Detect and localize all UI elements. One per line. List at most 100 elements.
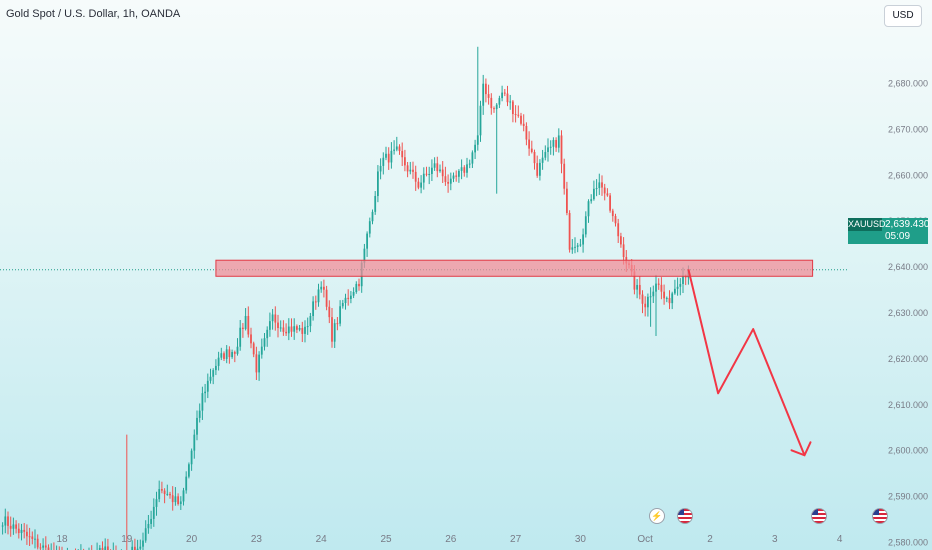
candle-body	[174, 496, 177, 503]
candle-body	[584, 216, 587, 235]
us-flag-icon[interactable]	[677, 508, 693, 524]
candle-body	[447, 181, 449, 184]
candle-body	[520, 115, 522, 124]
price-tick-label: 2,630.000	[888, 308, 928, 318]
candle-body	[258, 354, 260, 373]
time-tick-label: 20	[186, 534, 198, 545]
candle-body	[223, 353, 225, 359]
candle-body	[374, 196, 377, 212]
candle-body	[155, 499, 158, 507]
candle-body	[552, 139, 555, 147]
candle-body	[436, 163, 439, 172]
candle-body	[17, 528, 20, 534]
candle-body	[339, 306, 341, 324]
candle-body	[134, 546, 136, 550]
candle-body	[682, 276, 684, 285]
price-tick-label: 2,670.000	[888, 124, 928, 134]
candle-body	[347, 297, 350, 299]
candle-body	[382, 157, 385, 166]
candle-body	[479, 105, 482, 136]
candle-body	[15, 524, 17, 529]
candle-body	[406, 165, 409, 172]
candle-body	[285, 331, 287, 334]
currency-button[interactable]: USD	[884, 5, 922, 27]
candle-body	[649, 296, 652, 298]
candle-body	[609, 195, 611, 211]
candle-body	[28, 536, 31, 538]
time-tick-label: 30	[575, 534, 587, 545]
candle-body	[350, 295, 352, 299]
us-flag-icon[interactable]	[872, 508, 888, 524]
projection-arrowhead	[790, 441, 812, 457]
candle-body	[533, 151, 536, 164]
candle-body	[657, 283, 660, 285]
lightning-icon[interactable]: ⚡	[649, 508, 665, 524]
candle-body	[250, 334, 252, 344]
candle-body	[147, 523, 150, 529]
candle-body	[377, 171, 379, 197]
candle-body	[582, 234, 584, 245]
candle-body	[198, 410, 201, 418]
projection-group	[687, 269, 812, 457]
candle-body	[412, 169, 414, 172]
candle-body	[317, 289, 320, 303]
candle-body	[144, 528, 147, 541]
candle-body	[441, 169, 444, 177]
candle-body	[530, 148, 533, 152]
candle-body	[236, 346, 239, 354]
time-axis[interactable]: 18 19 20 23 24 25 26 27 30 Oct 2 3 4	[56, 534, 842, 545]
candle-body	[163, 490, 166, 495]
candle-body	[344, 297, 347, 304]
candle-body	[242, 327, 244, 329]
candle-body	[217, 357, 220, 366]
candle-body	[244, 316, 247, 329]
candle-body	[12, 524, 15, 529]
time-tick-label: 24	[316, 534, 328, 545]
candle-body	[468, 163, 471, 165]
time-tick-label: 25	[380, 534, 392, 545]
candle-body	[493, 108, 495, 110]
candle-body	[638, 284, 641, 295]
candle-body	[304, 326, 306, 334]
candle-body	[196, 417, 198, 435]
candle-body	[636, 284, 638, 290]
candle-body	[606, 193, 609, 196]
candle-body	[341, 303, 344, 307]
candle-body	[247, 316, 250, 335]
candle-body	[152, 506, 155, 519]
candle-body	[458, 170, 460, 177]
candle-body	[368, 221, 371, 234]
candle-body	[225, 349, 228, 359]
candle-body	[495, 104, 498, 110]
candle-body	[4, 516, 7, 526]
candle-body	[158, 489, 161, 500]
price-tick-label: 2,660.000	[888, 170, 928, 180]
candle-body	[590, 199, 593, 202]
candle-body	[660, 284, 663, 292]
time-tick-label: 3	[772, 534, 778, 545]
candle-body	[501, 92, 503, 99]
candle-body	[44, 545, 47, 548]
candle-body	[684, 276, 687, 278]
candle-body	[633, 271, 636, 290]
candle-body	[309, 316, 312, 327]
chart-title: Gold Spot / U.S. Dollar, 1h, OANDA	[6, 8, 181, 20]
candle-body	[485, 83, 487, 95]
candle-body	[506, 93, 509, 103]
candle-body	[398, 146, 401, 151]
candle-body	[393, 149, 395, 151]
candle-body	[358, 283, 360, 287]
candle-body	[215, 365, 217, 371]
candle-body	[166, 493, 169, 495]
candle-body	[487, 94, 490, 98]
candle-body	[644, 303, 647, 308]
candle-body	[271, 314, 274, 322]
candle-body	[142, 540, 144, 547]
price-axis[interactable]: 2,580.000 2,590.000 2,600.000 2,610.000 2,62…	[0, 79, 928, 548]
candle-body	[611, 210, 614, 217]
price-tick-label: 2,600.000	[888, 446, 928, 456]
us-flag-icon[interactable]	[811, 508, 827, 524]
candle-body	[679, 284, 682, 287]
candle-body	[314, 301, 317, 303]
